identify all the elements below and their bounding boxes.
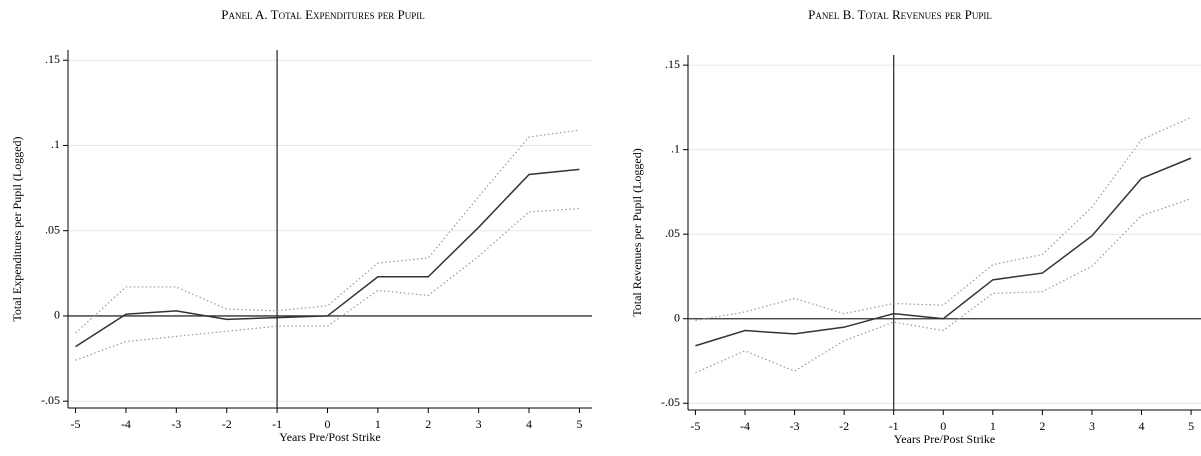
series-line xyxy=(695,157,1192,347)
x-tick-label: -4 xyxy=(121,417,131,431)
x-tick-label: -2 xyxy=(222,417,232,431)
x-tick-label: 3 xyxy=(1089,419,1095,433)
x-tick-label: 5 xyxy=(1188,419,1194,433)
series-line xyxy=(75,129,580,334)
chart-title: Panel A. Total Expenditures per Pupil xyxy=(221,7,425,22)
chart-title: Panel B. Total Revenues per Pupil xyxy=(808,7,992,22)
x-tick-label: -3 xyxy=(790,419,800,433)
series-line xyxy=(695,198,1192,374)
y-tick-label: .05 xyxy=(665,226,680,240)
x-tick-label: 1 xyxy=(375,417,381,431)
x-tick-label: -5 xyxy=(690,419,700,433)
y-tick-label: -.05 xyxy=(41,393,60,407)
y-tick-label: 0 xyxy=(674,310,680,324)
x-tick-label: 0 xyxy=(324,417,330,431)
x-tick-label: -2 xyxy=(839,419,849,433)
y-tick-label: 0 xyxy=(54,308,60,322)
series-line xyxy=(75,207,580,361)
x-tick-label: 4 xyxy=(526,417,532,431)
x-tick-label: 4 xyxy=(1139,419,1145,433)
y-tick-label: .05 xyxy=(45,222,60,236)
y-tick-label: .15 xyxy=(665,57,680,71)
x-tick-label: 3 xyxy=(476,417,482,431)
y-tick-label: -.05 xyxy=(661,395,680,409)
x-axis-label: Years Pre/Post Strike xyxy=(279,430,380,444)
y-tick-label: .1 xyxy=(51,137,60,151)
y-tick-label: .1 xyxy=(671,141,680,155)
x-tick-label: 0 xyxy=(940,419,946,433)
x-tick-label: 1 xyxy=(990,419,996,433)
x-tick-label: -3 xyxy=(171,417,181,431)
x-tick-label: 2 xyxy=(1039,419,1045,433)
series-line xyxy=(75,168,580,348)
x-tick-label: -1 xyxy=(889,419,899,433)
x-tick-label: -4 xyxy=(740,419,750,433)
y-axis-label: Total Expenditures per Pupil (Logged) xyxy=(10,136,24,321)
series-line xyxy=(695,116,1192,321)
x-tick-label: -5 xyxy=(71,417,81,431)
x-tick-label: 5 xyxy=(576,417,582,431)
x-tick-label: -1 xyxy=(272,417,282,431)
x-axis-label: Years Pre/Post Strike xyxy=(894,432,995,446)
y-tick-label: .15 xyxy=(45,52,60,66)
y-axis-label: Total Revenues per Pupil (Logged) xyxy=(630,148,644,316)
x-tick-label: 2 xyxy=(425,417,431,431)
